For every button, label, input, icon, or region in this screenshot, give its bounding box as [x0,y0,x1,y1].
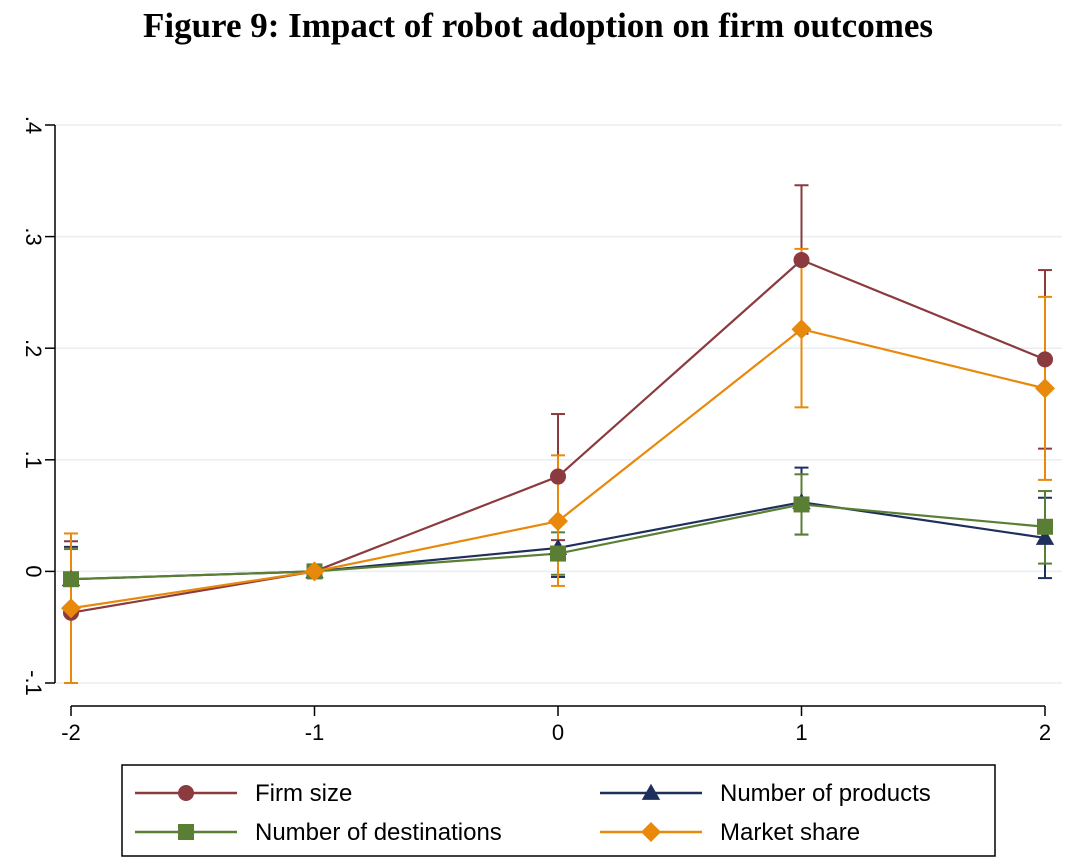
point-market-share-1 [304,561,325,582]
point-number-of-destinations-2 [550,545,566,562]
point-number-of-destinations-0 [63,571,79,588]
point-firm-size-2 [550,468,566,485]
point-market-share-4 [1035,378,1055,399]
grid-lines [55,124,1062,684]
legend-marker-market-share [641,822,661,842]
x-tick-label-1: -1 [305,720,325,745]
point-number-of-products-4 [1035,528,1055,545]
legend-label-number-of-destinations: Number of destinations [255,819,502,846]
point-market-share-0 [61,598,81,619]
y-tick-label-3: .2 [21,339,46,357]
legend-label-number-of-products: Number of products [720,780,931,807]
series-firm-size [64,184,1052,684]
series-layer [61,184,1055,684]
y-tick-label-0: -.1 [21,670,46,696]
legend: Firm size Number of products Number of des… [121,764,996,857]
point-firm-size-4 [1037,351,1053,368]
x-tick-label-2: 0 [552,720,564,745]
y-tick-label-5: .4 [21,116,46,134]
x-tick-label-0: -2 [61,720,81,745]
markers-market-share [61,319,1055,619]
legend-marker-number-of-destinations [178,824,194,840]
axes: -.1 0 .1 .2 .3 .4 -2 -1 0 1 2 [21,116,1051,745]
point-market-share-3 [791,319,812,340]
figure-title: Figure 9: Impact of robot adoption on fi… [142,6,934,45]
point-number-of-destinations-3 [793,496,810,513]
point-firm-size-3 [793,252,810,269]
legend-box [121,764,996,857]
legend-label-market-share: Market share [720,819,860,846]
point-market-share-2 [548,511,568,532]
point-number-of-destinations-4 [1037,518,1053,535]
series-market-share [64,247,1052,684]
legend-marker-number-of-products [641,783,661,800]
legend-marker-firm-size [178,785,194,801]
y-tick-label-1: 0 [21,565,46,577]
y-tick-label-2: .1 [21,451,46,469]
y-tick-label-4: .3 [21,227,46,245]
x-tick-label-3: 1 [795,720,807,745]
legend-label-firm-size: Firm size [255,780,352,807]
x-tick-label-4: 2 [1039,720,1051,745]
